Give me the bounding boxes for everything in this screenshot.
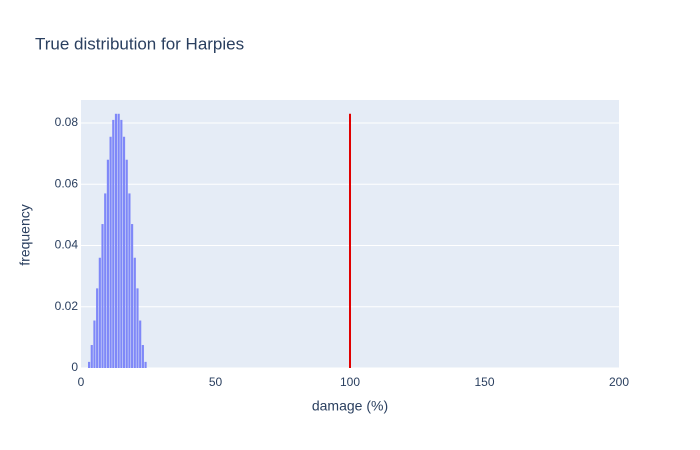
y-tick-label: 0.08 [55, 115, 79, 129]
x-tick-label: 200 [609, 375, 629, 389]
bar [125, 159, 128, 368]
bar [96, 288, 99, 368]
x-tick-label: 0 [78, 375, 85, 389]
bar [141, 345, 144, 368]
bar [131, 224, 134, 368]
bar [144, 361, 147, 368]
x-axis-title: damage (%) [312, 398, 388, 414]
bar [120, 119, 123, 368]
bar [93, 320, 96, 368]
bar [90, 345, 93, 368]
x-tick-label: 100 [340, 375, 360, 389]
y-axis-title: frequency [17, 204, 33, 265]
bar [136, 288, 139, 368]
bar [87, 361, 91, 368]
bar [104, 193, 107, 368]
y-tick-label: 0.06 [55, 176, 79, 190]
bar [117, 113, 120, 368]
bar [122, 136, 126, 368]
bar [139, 320, 142, 368]
bar [114, 113, 118, 368]
bar [133, 257, 136, 368]
bar [98, 257, 101, 368]
y-tick-label: 0.04 [55, 238, 79, 252]
chart-title: True distribution for Harpies [35, 34, 244, 53]
bar [128, 193, 131, 368]
bar [106, 159, 109, 368]
bar [112, 119, 115, 368]
y-tick-label: 0 [71, 360, 78, 374]
bar [101, 224, 104, 368]
bar [109, 136, 112, 368]
x-tick-label: 50 [209, 375, 223, 389]
y-tick-label: 0.02 [55, 299, 79, 313]
x-tick-label: 150 [474, 375, 494, 389]
